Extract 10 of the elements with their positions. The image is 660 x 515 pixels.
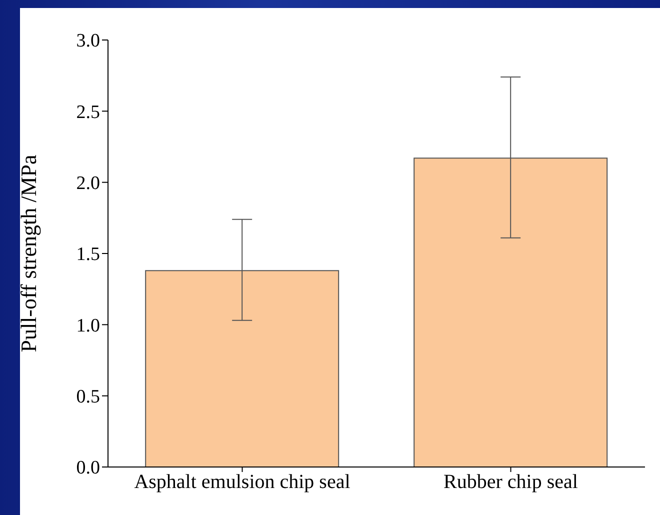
y-tick-label: 3.0	[76, 30, 100, 52]
y-tick-label: 1.0	[76, 315, 100, 336]
y-tick-label: 0.5	[76, 386, 100, 408]
y-tick-label: 0.0	[76, 458, 100, 479]
y-tick-label: 2.5	[76, 102, 100, 123]
y-axis-title: Pull-off strength /MPa	[16, 154, 41, 352]
x-tick-label: Asphalt emulsion chip seal	[134, 471, 351, 494]
y-tick-label: 2.0	[76, 173, 100, 194]
x-tick-label: Rubber chip seal	[444, 471, 578, 494]
y-tick-label: 1.5	[76, 244, 100, 266]
